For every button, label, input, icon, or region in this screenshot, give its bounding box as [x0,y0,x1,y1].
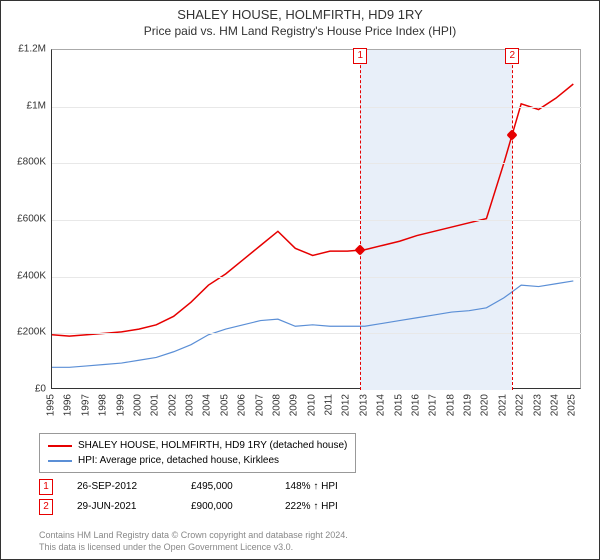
x-axis-label: 2004 [202,394,213,416]
sale-marker-box: 1 [353,48,367,64]
legend-item: SHALEY HOUSE, HOLMFIRTH, HD9 1RY (detach… [48,438,347,453]
sale-number-badge: 1 [39,479,53,495]
x-axis-label: 2021 [497,394,508,416]
y-axis-label: £600K [17,214,46,225]
x-axis-label: 2022 [515,394,526,416]
sale-vline [512,50,513,390]
x-axis-label: 2019 [463,394,474,416]
x-axis-label: 2014 [376,394,387,416]
sale-date: 26-SEP-2012 [77,477,167,497]
x-axis-label: 2013 [358,394,369,416]
x-axis-label: 2007 [254,394,265,416]
x-axis-label: 2024 [549,394,560,416]
x-axis-label: 1997 [80,394,91,416]
sale-vline [360,50,361,390]
x-axis-label: 2008 [271,394,282,416]
legend-swatch [48,460,72,462]
x-axis-label: 2016 [410,394,421,416]
chart-title: SHALEY HOUSE, HOLMFIRTH, HD9 1RY [1,7,599,22]
x-axis-label: 2003 [185,394,196,416]
legend-label: HPI: Average price, detached house, Kirk… [78,453,279,468]
x-axis-label: 2006 [237,394,248,416]
footer-line2: This data is licensed under the Open Gov… [39,541,348,553]
y-axis-label: £800K [17,157,46,168]
x-axis-label: 2015 [393,394,404,416]
legend: SHALEY HOUSE, HOLMFIRTH, HD9 1RY (detach… [39,433,356,473]
y-gridline [52,107,582,108]
sale-hpi: 222% ↑ HPI [285,497,375,517]
sale-date: 29-JUN-2021 [77,497,167,517]
plot-region: 12 [51,49,581,389]
y-axis-label: £1M [27,100,46,111]
x-axis-label: 2001 [150,394,161,416]
x-axis-label: 2018 [445,394,456,416]
x-axis-label: 2012 [341,394,352,416]
x-axis-label: 1999 [115,394,126,416]
x-axis-label: 2025 [567,394,578,416]
sale-marker-box: 2 [505,48,519,64]
y-gridline [52,277,582,278]
x-axis-label: 2023 [532,394,543,416]
sale-row: 1 26-SEP-2012 £495,000 148% ↑ HPI [39,477,375,497]
y-axis-label: £200K [17,327,46,338]
sales-table: 1 26-SEP-2012 £495,000 148% ↑ HPI 2 29-JUN-20… [39,477,375,517]
y-gridline [52,220,582,221]
y-axis-label: £400K [17,270,46,281]
x-axis-label: 1998 [98,394,109,416]
chart-subtitle: Price paid vs. HM Land Registry's House … [1,24,599,38]
footer-attribution: Contains HM Land Registry data © Crown c… [39,529,348,553]
sale-hpi: 148% ↑ HPI [285,477,375,497]
y-axis-label: £0 [35,384,46,395]
x-axis-label: 2017 [428,394,439,416]
x-axis-label: 2009 [289,394,300,416]
x-axis-label: 2005 [219,394,230,416]
sale-number-badge: 2 [39,499,53,515]
y-gridline [52,163,582,164]
x-axis-label: 2002 [167,394,178,416]
legend-swatch [48,445,72,447]
footer-line1: Contains HM Land Registry data © Crown c… [39,529,348,541]
x-axis-label: 2010 [306,394,317,416]
legend-label: SHALEY HOUSE, HOLMFIRTH, HD9 1RY (detach… [78,438,347,453]
sale-row: 2 29-JUN-2021 £900,000 222% ↑ HPI [39,497,375,517]
x-axis-label: 2000 [132,394,143,416]
chart-area: 12 £0£200K£400K£600K£800K£1M£1.2M1995199… [51,49,581,389]
series-line [52,281,573,367]
x-axis-label: 2020 [480,394,491,416]
x-axis-label: 2011 [324,394,335,416]
sale-price: £495,000 [191,477,261,497]
series-line [52,84,573,336]
y-axis-label: £1.2M [18,44,46,55]
legend-item: HPI: Average price, detached house, Kirk… [48,453,347,468]
chart-container: SHALEY HOUSE, HOLMFIRTH, HD9 1RY Price p… [0,0,600,560]
x-axis-label: 1996 [63,394,74,416]
y-gridline [52,333,582,334]
x-axis-label: 1995 [46,394,57,416]
sale-price: £900,000 [191,497,261,517]
